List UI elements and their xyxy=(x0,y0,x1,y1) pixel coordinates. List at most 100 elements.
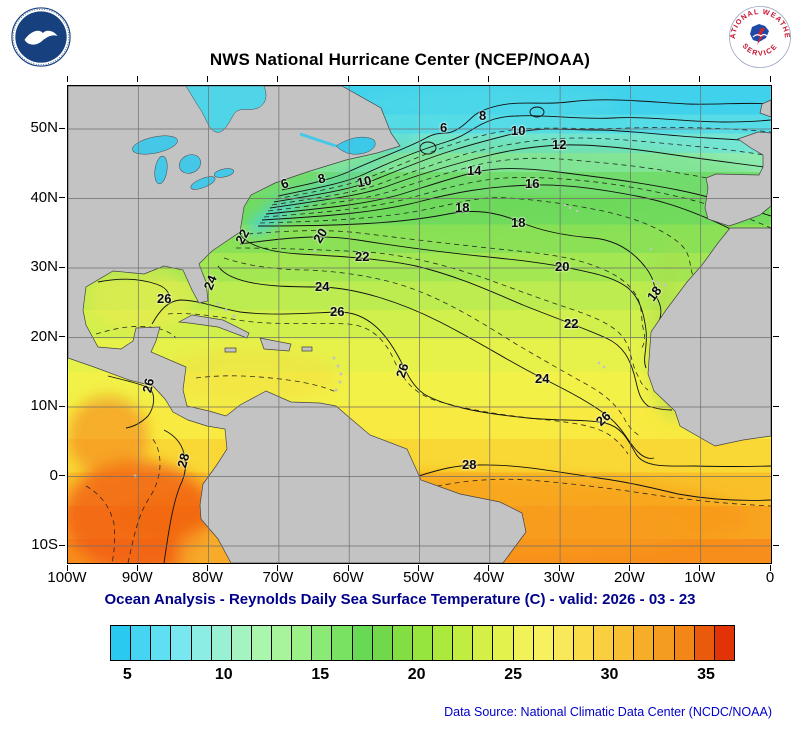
axis-tick-mark xyxy=(488,76,490,82)
contour-lines-dashed xyxy=(85,127,771,563)
axis-tick-mark xyxy=(558,76,560,82)
lat-axis-label: 10S xyxy=(31,536,58,553)
colorbar-cell xyxy=(250,626,271,660)
axis-tick-mark xyxy=(207,76,209,82)
colorbar-cell xyxy=(111,626,131,660)
axis-tick-mark xyxy=(136,76,138,82)
axis-tick-mark xyxy=(773,544,779,546)
colorbar-cell xyxy=(673,626,694,660)
colorbar-tick-label: 15 xyxy=(311,666,330,683)
axis-tick-mark xyxy=(59,475,65,476)
axis-tick-mark xyxy=(558,565,560,571)
colorbar-cell xyxy=(693,626,714,660)
lat-axis-label: 0 xyxy=(49,466,58,484)
colorbar-cell xyxy=(432,626,453,660)
axis-tick-mark xyxy=(628,565,630,571)
colorbar-cell xyxy=(150,626,171,660)
axis-tick-mark xyxy=(347,565,349,571)
colorbar-cell xyxy=(331,626,352,660)
seagull-icon xyxy=(24,30,58,45)
colorbar-cell xyxy=(170,626,191,660)
colorbar-cell xyxy=(210,626,231,660)
great-lakes xyxy=(132,135,235,190)
axis-tick-mark xyxy=(773,197,779,198)
colorbar xyxy=(110,625,735,661)
gulf-st-lawrence xyxy=(335,136,376,155)
colorbar-tick-label: 30 xyxy=(600,666,619,683)
axis-tick-mark xyxy=(277,76,279,82)
axis-tick-mark xyxy=(488,565,490,571)
lon-axis-label: 100W xyxy=(47,569,87,586)
map-frame: 6 8 10 12 14 16 18 18 20 22 24 26 28 6 8 10 20 22 22 24 24 26… xyxy=(67,85,772,564)
noaa-logo xyxy=(10,6,72,73)
page-title: NWS National Hurricane Center (NCEP/NOAA… xyxy=(209,50,591,69)
cuba-island xyxy=(177,314,250,339)
axis-tick-mark xyxy=(699,565,701,571)
colorbar-cell xyxy=(311,626,332,660)
axis-tick-mark xyxy=(773,336,779,337)
americas-landmass xyxy=(68,86,527,563)
axis-tick-mark xyxy=(347,76,349,82)
axis-tick-mark xyxy=(66,76,68,82)
lon-axis-label: 90W xyxy=(121,569,153,586)
lat-axis-label: 30N xyxy=(30,258,58,275)
axis-tick-mark xyxy=(207,565,209,571)
colorbar-cell xyxy=(351,626,372,660)
lon-axis-label: 80W xyxy=(192,569,224,586)
axis-tick-mark xyxy=(59,336,65,337)
map-caption: Ocean Analysis - Reynolds Daily Sea Surf… xyxy=(104,591,696,608)
colorbar-cell xyxy=(452,626,473,660)
axis-tick-mark xyxy=(773,475,779,476)
sst-map xyxy=(68,86,771,563)
st-lawrence-river xyxy=(299,132,337,148)
lat-axis-label: 50N xyxy=(30,119,58,136)
axis-tick-mark xyxy=(59,197,65,198)
grid-lines xyxy=(68,86,771,563)
axis-tick-mark xyxy=(418,76,419,82)
colorbar-cell xyxy=(230,626,251,660)
lon-axis-label: 20W xyxy=(613,569,645,586)
nws-seal-icon: NATIONAL WEATHER SERVICE xyxy=(725,0,791,68)
axis-tick-mark xyxy=(66,565,68,571)
hudson-bay xyxy=(185,86,267,133)
colorbar-cell xyxy=(492,626,513,660)
colorbar-tick-label: 25 xyxy=(504,666,522,683)
lat-axis-label: 20N xyxy=(30,327,58,345)
colorbar-cell xyxy=(572,626,593,660)
england-landmass xyxy=(759,99,771,118)
lon-axis-label: 0 xyxy=(765,569,775,586)
iberia-france-landmass xyxy=(704,131,771,227)
colorbar-cell xyxy=(633,626,654,660)
colorbar-cell xyxy=(271,626,292,660)
lon-axis-label: 50W xyxy=(403,569,434,586)
axis-tick-mark xyxy=(773,127,779,129)
lon-axis-label: 70W xyxy=(262,569,294,586)
axis-tick-mark xyxy=(59,405,65,407)
colorbar-cell xyxy=(130,626,151,660)
colorbar-cell xyxy=(411,626,432,660)
colorbar-tick-label: 10 xyxy=(214,666,233,683)
colorbar-tick-label: 20 xyxy=(407,666,426,683)
colorbar-cell xyxy=(613,626,634,660)
axis-tick-mark xyxy=(59,127,65,129)
colorbar-cell xyxy=(472,626,493,660)
axis-tick-mark xyxy=(773,266,779,268)
axis-tick-mark xyxy=(136,565,138,571)
axis-tick-mark xyxy=(773,405,779,407)
axis-tick-mark xyxy=(418,565,419,571)
colorbar-cell xyxy=(391,626,412,660)
noaa-seal-icon xyxy=(11,7,71,67)
africa-landmass xyxy=(647,227,771,447)
colorbar-cell xyxy=(291,626,312,660)
landmass xyxy=(68,86,771,563)
colorbar-tick-label: 5 xyxy=(122,666,132,683)
axis-tick-mark xyxy=(628,76,630,82)
lon-axis-label: 40W xyxy=(473,569,505,586)
small-islands xyxy=(133,203,667,478)
lon-axis-label: 30W xyxy=(543,569,575,586)
axis-tick-mark xyxy=(769,565,771,571)
lat-axis-label: 10N xyxy=(30,397,58,414)
jamaica-island xyxy=(224,347,237,353)
data-source: Data Source: National Climatic Data Cent… xyxy=(444,705,772,719)
